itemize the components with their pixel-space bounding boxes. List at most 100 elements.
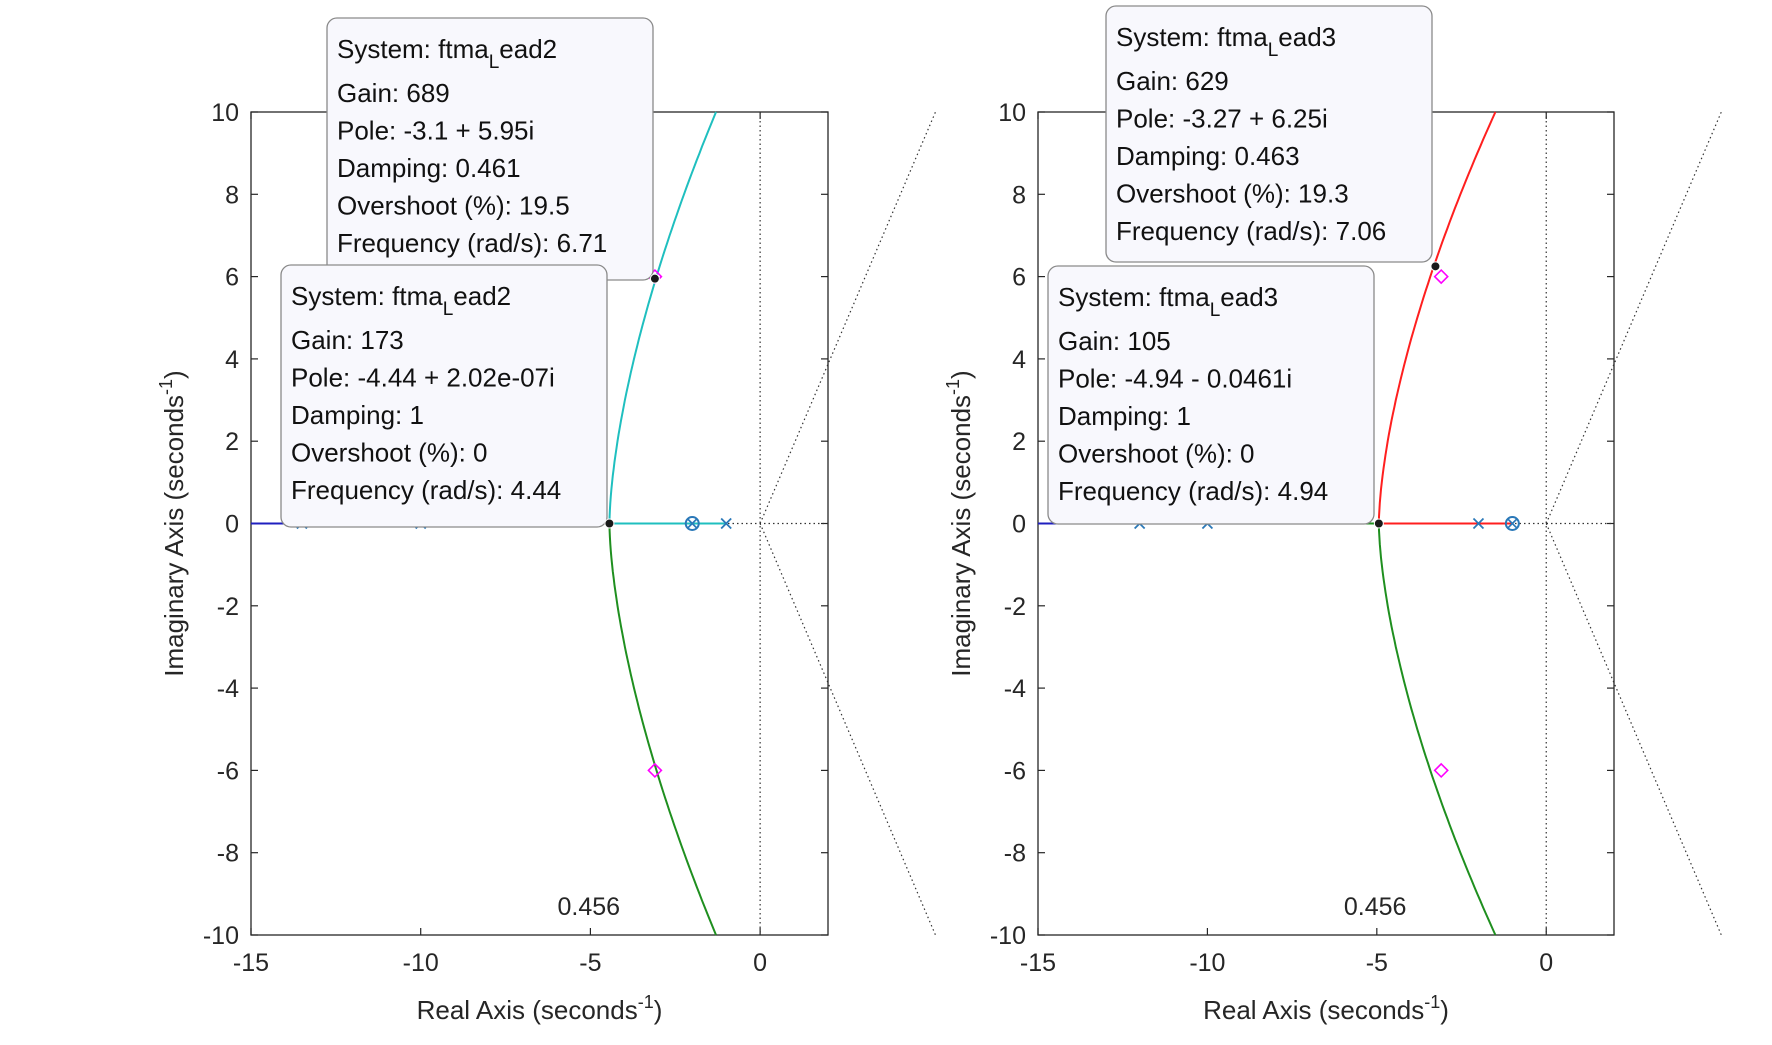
x-tick-label: -15 — [233, 949, 269, 977]
pole-marker — [720, 517, 732, 530]
datatip: System: ftmaLead3 Gain: 105 Pole: -4.94 - … — [1047, 265, 1384, 529]
locus-branch-upper — [1377, 111, 1497, 524]
datatip-system: System: ftmaLead3 — [1116, 22, 1336, 61]
y-axis-label-superscript: -1 — [943, 379, 963, 395]
y-tick-label: 2 — [225, 428, 239, 456]
design-point-marker — [1433, 268, 1449, 285]
datatip-system-prefix: System: ftma — [1116, 22, 1268, 52]
x-tick-label: -10 — [403, 949, 439, 977]
y-tick-label: -4 — [1004, 675, 1026, 703]
datatip-line: Gain: 689 — [337, 78, 450, 108]
zero-marker-stroke — [687, 518, 698, 529]
datatip-line: Pole: -4.94 - 0.0461i — [1058, 364, 1292, 394]
y-tick-label: -10 — [990, 922, 1026, 950]
pole-marker-stroke — [720, 517, 732, 530]
datatip-box — [1047, 265, 1375, 525]
y-axis-label-end: ) — [159, 370, 189, 379]
y-tick-label: -8 — [1004, 840, 1026, 868]
datatip-point-marker — [604, 518, 615, 529]
y-tick-label: -2 — [1004, 593, 1026, 621]
y-tick-label: 10 — [998, 99, 1026, 127]
datatip: System: ftmaLead2 Gain: 173 Pole: -4.44 + … — [280, 264, 615, 529]
y-tick-label: 2 — [1012, 428, 1026, 456]
y-tick-label: 0 — [225, 511, 239, 539]
datatip-system-prefix: System: ftma — [337, 34, 489, 64]
x-tick-label: 0 — [1539, 949, 1553, 977]
x-axis-label: Real Axis (seconds-1) — [1203, 992, 1449, 1025]
datatip-box — [1105, 5, 1433, 263]
x-axis-label-superscript: -1 — [638, 992, 654, 1012]
zero-marker-circle — [684, 516, 700, 531]
locus-branch-lower — [1377, 523, 1497, 936]
locus-branch-lower — [608, 523, 717, 936]
zero-marker-stroke — [1507, 518, 1518, 529]
datatip: System: ftmaLead3 Gain: 629 Pole: -3.27 + … — [1105, 5, 1441, 272]
datatip-line: Frequency (rad/s): 6.71 — [337, 228, 607, 258]
x-axis-label: Real Axis (seconds-1) — [417, 992, 663, 1025]
datatip-system-subscript: L — [489, 52, 500, 73]
y-tick-label: 8 — [1012, 181, 1026, 209]
x-tick-label: -15 — [1020, 949, 1056, 977]
datatip-system-suffix: ead3 — [1220, 282, 1278, 312]
y-axis-label-main: Imaginary Axis (seconds — [159, 395, 189, 677]
x-axis-label-end: ) — [1440, 995, 1449, 1025]
datatip-line: Frequency (rad/s): 4.44 — [291, 475, 561, 505]
damping-line-label: 0.456 — [1344, 893, 1407, 921]
y-axis-label-end: ) — [946, 370, 976, 379]
datatip-line: Overshoot (%): 0 — [291, 438, 488, 468]
datatip-line: Damping: 0.461 — [337, 153, 521, 183]
datatip-line: Pole: -4.44 + 2.02e-07i — [291, 363, 555, 393]
x-axis-label-end: ) — [654, 995, 663, 1025]
x-tick-label: 0 — [753, 949, 767, 977]
y-tick-label: -6 — [1004, 757, 1026, 785]
x-axis-label-main: Real Axis (seconds — [1203, 995, 1424, 1025]
y-tick-label: -10 — [203, 922, 239, 950]
y-tick-label: 10 — [211, 99, 239, 127]
datatip: System: ftmaLead2 Gain: 689 Pole: -3.1 + 5… — [326, 17, 660, 284]
y-tick-label: 6 — [1012, 264, 1026, 292]
datatip-system-subscript: L — [1268, 40, 1279, 61]
x-tick-label: -10 — [1189, 949, 1225, 977]
y-tick-label: 4 — [1012, 346, 1026, 374]
y-tick-label: -4 — [217, 675, 239, 703]
datatip-line: Frequency (rad/s): 4.94 — [1058, 476, 1328, 506]
y-tick-label: -6 — [217, 757, 239, 785]
datatip-system-prefix: System: ftma — [291, 281, 443, 311]
damping-line-label: 0.456 — [557, 893, 620, 921]
datatip-line: Frequency (rad/s): 7.06 — [1116, 216, 1386, 246]
datatip-line: Damping: 0.463 — [1116, 141, 1300, 171]
datatip-system-suffix: ead3 — [1278, 22, 1336, 52]
y-tick-label: -8 — [217, 840, 239, 868]
y-tick-label: 0 — [1012, 511, 1026, 539]
design-point-marker — [1433, 762, 1449, 779]
datatip-point-marker — [1373, 518, 1384, 529]
datatip-point-marker — [1430, 261, 1441, 272]
datatip-box — [280, 264, 608, 528]
datatip-line: Pole: -3.27 + 6.25i — [1116, 104, 1328, 134]
datatip-line: Overshoot (%): 19.5 — [337, 191, 570, 221]
y-tick-label: 8 — [225, 181, 239, 209]
datatip-point-marker — [649, 273, 660, 284]
x-tick-label: -5 — [1366, 949, 1388, 977]
datatip-system-subscript: L — [1210, 300, 1221, 321]
datatip-line: Damping: 1 — [1058, 401, 1191, 431]
datatip-line: Overshoot (%): 0 — [1058, 439, 1255, 469]
datatip-line: Overshoot (%): 19.3 — [1116, 179, 1349, 209]
zero-marker — [684, 516, 700, 531]
y-axis-label: Imaginary Axis (seconds-1) — [156, 370, 189, 676]
y-tick-label: 6 — [225, 264, 239, 292]
y-axis-label: Imaginary Axis (seconds-1) — [943, 370, 976, 676]
x-axis-label-superscript: -1 — [1424, 992, 1440, 1012]
y-tick-label: 4 — [225, 346, 239, 374]
datatip-system-subscript: L — [443, 299, 454, 320]
pole-marker — [1472, 517, 1485, 530]
locus-branch-upper — [608, 111, 717, 524]
datatip-system: System: ftmaLead3 — [1058, 282, 1278, 321]
datatip-line: Damping: 1 — [291, 400, 424, 430]
datatip-line: Gain: 629 — [1116, 66, 1229, 96]
pole-marker-stroke — [1472, 517, 1485, 530]
datatip-system-suffix: ead2 — [499, 34, 557, 64]
x-tick-label: -5 — [579, 949, 601, 977]
